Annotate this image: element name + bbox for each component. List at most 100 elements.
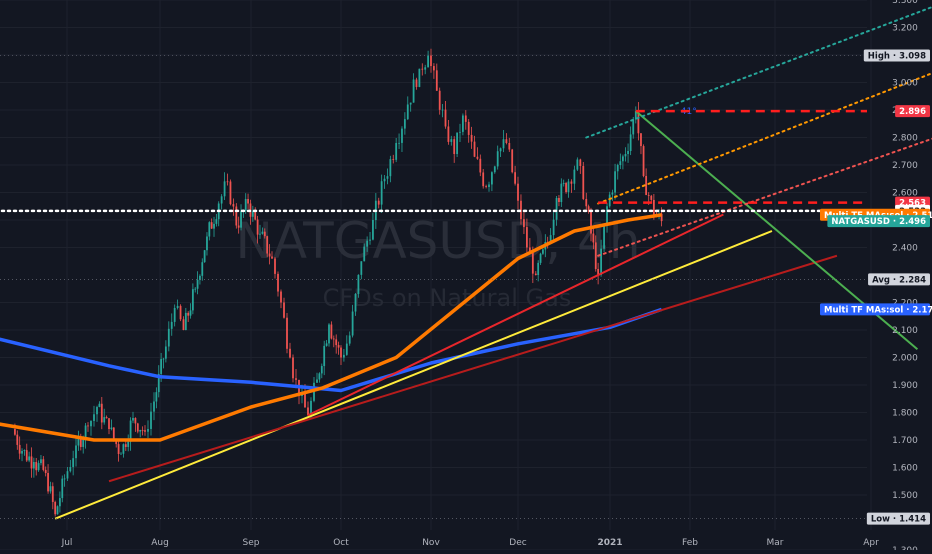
candle-body[interactable] [624,154,627,157]
candle-body[interactable] [237,225,240,228]
candle-body[interactable] [51,486,54,502]
candle-body[interactable] [570,181,573,184]
candle-body[interactable] [134,418,137,424]
candle-body[interactable] [389,159,392,177]
candle-body[interactable] [98,403,101,407]
candle-body[interactable] [141,430,144,431]
candle-body[interactable] [251,210,254,217]
candle-body[interactable] [462,115,464,132]
candle-body[interactable] [93,414,95,421]
candle-body[interactable] [136,423,139,432]
candle-body[interactable] [170,321,173,329]
candle-body[interactable] [147,428,149,432]
candle-body[interactable] [330,324,333,339]
candle-body[interactable] [271,256,273,259]
candle-body[interactable] [380,181,383,205]
candle-body[interactable] [82,439,85,447]
candle-body[interactable] [432,66,435,71]
candle-body[interactable] [459,131,461,133]
candle-body[interactable] [603,224,605,249]
candle-body[interactable] [594,242,597,269]
candle-body[interactable] [75,445,77,459]
candle-body[interactable] [268,253,271,257]
candle-body[interactable] [215,219,218,224]
candle-body[interactable] [23,450,26,451]
candle-body[interactable] [366,240,369,247]
candle-body[interactable] [42,459,45,470]
candle-body[interactable] [187,312,190,316]
candle-body[interactable] [590,211,592,234]
candle-body[interactable] [323,345,326,367]
candle-body[interactable] [464,115,467,122]
trendline[interactable] [307,213,724,417]
candle-body[interactable] [476,156,479,159]
candle-body[interactable] [562,183,565,184]
candle-body[interactable] [162,358,165,360]
candle-body[interactable] [485,186,487,187]
candle-body[interactable] [14,429,16,435]
candle-body[interactable] [139,430,142,432]
candle-body[interactable] [84,425,87,440]
candle-body[interactable] [622,156,624,162]
candle-body[interactable] [226,181,229,183]
candle-body[interactable] [182,319,185,330]
candle-body[interactable] [263,231,266,237]
candle-body[interactable] [363,246,366,262]
candle-body[interactable] [608,194,611,207]
candle-body[interactable] [640,133,642,147]
candle-body[interactable] [372,220,374,240]
candle-body[interactable] [220,196,223,204]
candle-body[interactable] [47,473,49,492]
candle-body[interactable] [335,339,338,346]
candle-body[interactable] [424,67,427,70]
candle-body[interactable] [32,462,35,469]
candle-body[interactable] [337,345,340,348]
candle-body[interactable] [502,139,505,149]
candle-body[interactable] [206,236,208,251]
candle-body[interactable] [435,70,438,91]
candle-body[interactable] [403,119,406,129]
candle-body[interactable] [377,200,380,205]
candle-body[interactable] [325,343,328,346]
candle-body[interactable] [103,417,106,423]
candle-body[interactable] [383,178,386,182]
candle-body[interactable] [240,211,242,228]
candle-body[interactable] [63,478,66,480]
candle-body[interactable] [421,68,424,70]
ma-blue-line[interactable] [0,307,663,393]
candle-body[interactable] [386,176,389,179]
candle-body[interactable] [627,150,629,154]
candle-body[interactable] [514,172,516,184]
candle-body[interactable] [427,55,429,68]
candle-body[interactable] [585,198,588,207]
candle-body[interactable] [592,233,595,243]
candle-body[interactable] [369,239,371,241]
candle-body[interactable] [56,506,59,515]
candle-body[interactable] [415,79,418,87]
candle-body[interactable] [642,146,645,176]
candle-body[interactable] [316,379,318,383]
candle-body[interactable] [244,199,247,211]
candle-body[interactable] [266,236,269,254]
candle-body[interactable] [441,109,444,111]
candle-body[interactable] [479,158,482,173]
candle-body[interactable] [189,310,192,316]
candle-body[interactable] [351,311,354,336]
candle-body[interactable] [549,235,552,242]
candle-body[interactable] [560,183,563,203]
candle-body[interactable] [256,219,259,235]
candle-body[interactable] [77,436,80,446]
candle-body[interactable] [30,456,33,469]
candle-body[interactable] [401,128,403,143]
candle-body[interactable] [318,373,321,380]
candle-body[interactable] [558,198,560,203]
candle-body[interactable] [72,458,75,468]
candle-body[interactable] [523,219,525,228]
candle-body[interactable] [438,90,441,110]
candle-body[interactable] [345,343,348,355]
candle-body[interactable] [28,456,31,461]
candle-body[interactable] [496,151,499,167]
candle-body[interactable] [395,143,398,160]
candle-body[interactable] [105,417,108,419]
